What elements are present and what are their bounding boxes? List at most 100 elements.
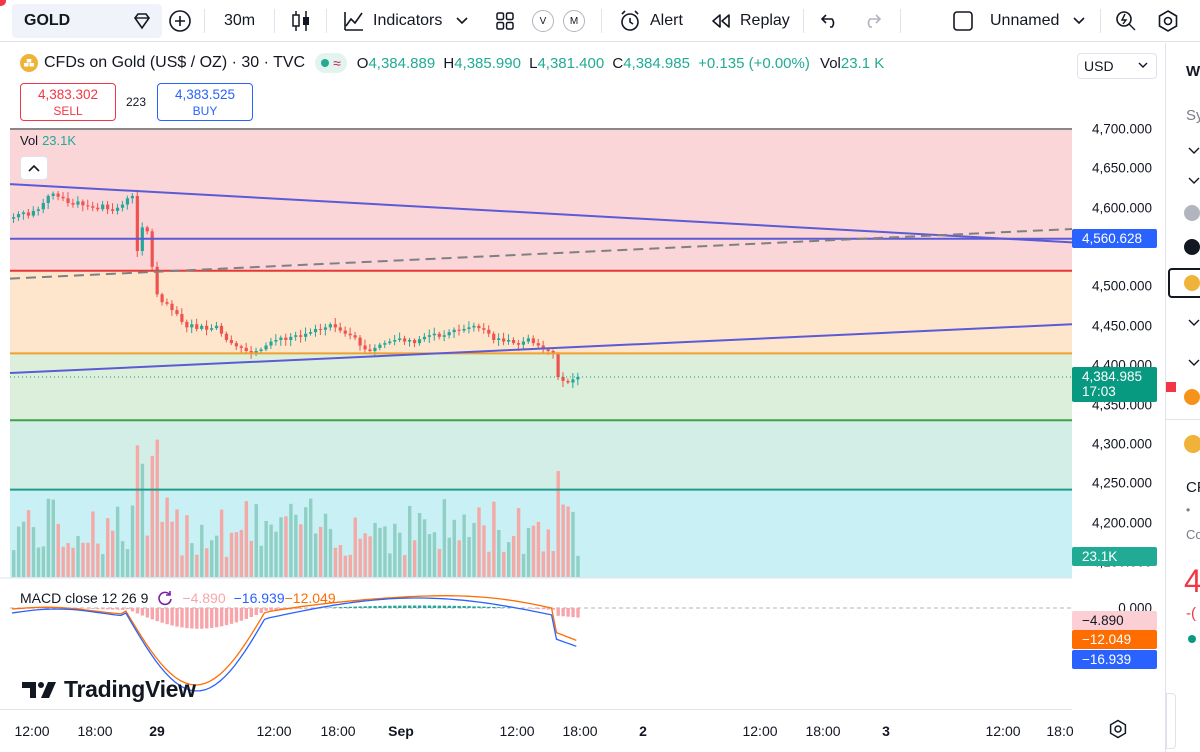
m-badge: M [563,10,585,32]
chart-type-button[interactable] [290,0,312,42]
candle-body [338,327,342,331]
zone-light-green [10,353,1072,421]
volume-bar [115,506,120,577]
zone-cyan [10,489,1072,578]
time-scale[interactable]: 12:00 18:00 29 12:00 18:00 Sep 12:00 18:00 2 12:0… [0,709,1074,752]
oil-drop-icon[interactable] [1184,239,1200,255]
macd-histogram-bar [576,608,580,618]
time-tick: 12:00 [256,723,292,739]
sell-button[interactable]: 4,383.302 SELL [20,83,116,121]
candle-body [76,201,80,205]
collapse-legend-button[interactable] [20,156,48,180]
alarm-clock-icon [618,9,642,33]
symbol-legend[interactable]: CFDs on Gold (US$ / OZ) · 30 · TVC ≈ O4,… [20,53,884,73]
chart-settings-button[interactable] [1108,719,1128,739]
volume-bar [120,541,125,577]
quick-search-button[interactable] [1114,0,1138,42]
macd-histogram-bar [205,608,209,629]
alert-button[interactable]: Alert [618,0,683,42]
symbol-search[interactable]: GOLD [12,4,162,38]
tradingview-brand: TradingView [64,676,196,702]
volume-bar [497,530,501,577]
macd-histogram-bar [219,608,224,627]
macd-histogram-bar [239,608,244,621]
macd-histogram-bar [180,608,184,628]
macd-histogram-bar [368,606,372,608]
selected-watchlist-row[interactable] [1168,268,1200,298]
candles-icon [290,9,312,33]
currency-selector[interactable]: USD [1077,53,1157,79]
macd-histogram-bar [210,608,214,628]
price-scale[interactable]: 4,700.000 4,650.000 4,600.000 4,500.000 4,45… [1072,43,1165,709]
refresh-icon[interactable] [156,589,174,607]
candle-body [497,338,501,340]
chart-canvas[interactable] [0,43,1072,709]
volume-bar [81,542,85,577]
m-badge-button[interactable]: M [563,0,585,42]
macd-histogram-bar [472,606,476,608]
candle-body [462,328,466,331]
settings-button[interactable] [1156,0,1180,42]
candle-body [106,204,110,210]
volume-bar [259,545,263,577]
templates-button[interactable] [495,0,515,42]
volume-bar [299,524,303,577]
compare-button[interactable] [168,0,192,42]
replay-button[interactable]: Replay [710,0,790,42]
panel-collapse-handle[interactable] [1166,693,1176,749]
macd-histogram-bar [145,608,150,618]
candle-body [264,345,268,350]
chevron-down-icon[interactable] [1188,359,1200,367]
indicators-button[interactable]: Indicators [343,0,468,42]
candle-body [86,205,90,207]
candle-body [516,343,521,345]
interval-button[interactable]: 30m [224,12,256,29]
chevron-down-icon[interactable] [1188,319,1200,327]
watchlist-symbol-icon[interactable] [1184,205,1200,221]
flag-icon[interactable] [1166,382,1176,392]
chevron-down-icon[interactable] [1188,147,1200,155]
macd-histogram-bar [556,608,560,616]
bitcoin-icon[interactable] [1184,389,1200,405]
candle-body [175,310,179,315]
tradingview-logo[interactable]: TradingView [22,676,196,703]
volume-legend-label: Vol [20,133,39,148]
macd-signal-value: −12.049 [284,590,336,606]
candle-body [125,198,130,205]
macd-histogram-bar [31,608,36,609]
candle-body [36,209,40,211]
chevron-down-icon[interactable] [1188,177,1200,185]
macd-legend[interactable]: MACD close 12 26 9 −4.890 −16.939 −12.04… [20,589,336,607]
volume-legend[interactable]: Vol 23.1K [20,133,76,148]
macd-histogram-bar [383,605,387,608]
candle-body [576,377,580,380]
volume-bar [328,528,333,577]
wave-icon: ≈ [333,55,341,71]
spread-value: 223 [126,95,147,109]
chart-area[interactable]: CFDs on Gold (US$ / OZ) · 30 · TVC ≈ O4,… [0,43,1165,752]
macd-histogram-bar [531,608,536,609]
macd-histogram-bar [353,606,357,608]
v-badge-button[interactable]: V [532,0,554,42]
buy-label: BUY [192,104,218,118]
volume-bar [86,542,90,577]
candle-body [358,337,362,346]
volume-bar [210,540,214,577]
market-status-pill[interactable]: ≈ [315,53,347,73]
zone-orange [10,270,1072,354]
undo-button[interactable] [820,0,840,42]
gold-bars-icon [1184,275,1200,291]
redo-button[interactable] [862,0,882,42]
layout-button[interactable]: Unnamed [952,0,1085,42]
volume-bar [313,533,318,577]
candle-body [31,210,35,216]
candle-body [432,333,436,336]
diamond-icon[interactable] [132,12,152,30]
volume-bar [284,516,288,577]
volume-bar [96,543,100,577]
volume-bar [521,553,526,577]
buy-price: 4,383.525 [174,87,236,102]
buy-button[interactable]: 4,383.525 BUY [157,83,253,121]
candle-body [130,195,134,199]
volume-bar [185,515,189,577]
